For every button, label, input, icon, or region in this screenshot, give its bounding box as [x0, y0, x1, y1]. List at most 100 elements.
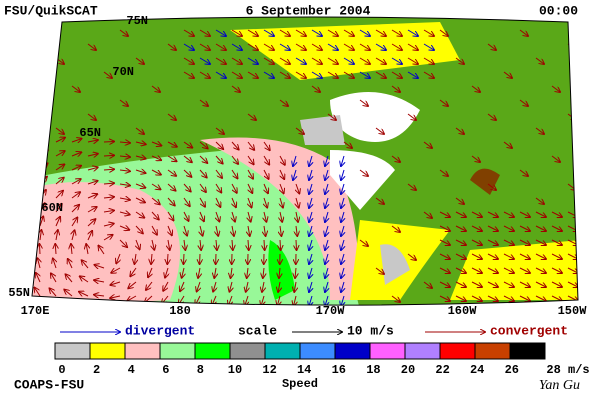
wind-vector — [247, 29, 258, 36]
wind-vector — [168, 239, 170, 250]
wind-vector — [325, 197, 328, 208]
wind-vector — [279, 155, 285, 165]
wind-vector — [183, 43, 194, 50]
wind-vector — [199, 197, 205, 207]
wind-vector — [232, 225, 234, 236]
wind-vector — [87, 194, 97, 198]
wind-vector — [56, 217, 60, 227]
wind-vector — [375, 127, 384, 134]
colorbar-label: 14 — [297, 363, 311, 377]
wind-vector — [199, 71, 210, 78]
wind-vector — [247, 113, 256, 120]
wind-vector — [183, 141, 192, 148]
wind-vector — [455, 253, 466, 259]
wind-vector — [280, 225, 281, 236]
wind-vector — [391, 57, 402, 64]
wind-vector — [503, 253, 514, 259]
wind-vector — [247, 267, 248, 278]
wind-vector — [327, 113, 336, 120]
colorbar-swatch — [89, 342, 126, 360]
wind-vector — [341, 253, 344, 264]
wind-vector — [309, 281, 312, 292]
wind-vector — [487, 239, 498, 245]
map-frame — [31, 16, 579, 306]
wind-vector — [325, 155, 328, 166]
wind-vector — [119, 156, 130, 157]
wind-vector — [246, 281, 248, 292]
wind-vector — [87, 43, 96, 50]
wind-vector — [341, 239, 344, 250]
wind-vector — [167, 183, 176, 191]
wind-vector — [247, 141, 254, 150]
wind-vector — [471, 239, 482, 245]
header-right: 00:00 — [539, 3, 578, 18]
wind-vector — [279, 29, 290, 36]
wind-vector — [167, 141, 177, 147]
wind-vector — [198, 267, 200, 278]
wind-vector — [231, 155, 238, 164]
wind-vector — [277, 295, 280, 306]
wind-vector — [103, 210, 114, 212]
wind-vector — [341, 155, 344, 166]
wind-vector — [487, 267, 498, 273]
wind-vector — [551, 239, 562, 245]
wind-vector — [247, 57, 258, 64]
wind-vector — [103, 224, 114, 226]
wind-vector — [40, 230, 41, 241]
wind-vector — [343, 141, 352, 148]
wind-vector — [180, 281, 184, 291]
wind-vector — [167, 155, 177, 161]
colorbar-swatch — [369, 342, 406, 360]
speed-area — [300, 115, 345, 145]
wind-vector — [309, 239, 312, 250]
wind-vector — [231, 85, 240, 92]
wind-vector — [503, 211, 514, 217]
colorbar-label: 2 — [93, 363, 100, 377]
wind-vector — [263, 43, 274, 50]
colorbar-swatch — [334, 342, 371, 360]
wind-vector — [136, 239, 140, 249]
colorbar-label: 0 — [58, 363, 65, 377]
wind-vector — [199, 155, 207, 163]
lon-label: 180 — [169, 304, 191, 318]
wind-vector — [215, 155, 223, 163]
colorbar-label: 18 — [366, 363, 380, 377]
wind-vector — [103, 141, 114, 142]
wind-vector — [71, 192, 80, 199]
colorbar-swatch — [159, 342, 196, 360]
footer-left: COAPS-FSU — [14, 377, 84, 392]
wind-vector — [119, 99, 128, 106]
wind-vector — [519, 29, 528, 36]
wind-vector — [343, 43, 354, 50]
wind-vector — [341, 225, 344, 236]
wind-vector — [184, 239, 185, 250]
wind-vector — [439, 239, 450, 245]
wind-vector — [199, 169, 207, 177]
wind-vector — [55, 204, 62, 213]
wind-vector — [519, 295, 530, 301]
wind-vector — [359, 71, 370, 78]
wind-vector — [248, 239, 249, 250]
wind-vector — [325, 295, 328, 306]
wind-vector — [341, 197, 344, 208]
wind-vector — [280, 169, 284, 179]
wind-vector — [183, 211, 189, 221]
lat-label: 55N — [8, 286, 30, 300]
wind-vector — [439, 281, 450, 287]
wind-vector — [231, 183, 237, 193]
colorbar-swatch — [404, 342, 441, 360]
wind-vector — [455, 267, 466, 273]
wind-vector — [56, 230, 58, 241]
wind-vector — [309, 183, 312, 194]
wind-vector — [407, 71, 418, 78]
wind-vector — [325, 211, 328, 222]
wind-vector — [343, 57, 354, 64]
legend-scale-value: 10 m/s — [347, 323, 394, 338]
wind-vector — [167, 211, 173, 220]
wind-vector — [263, 71, 274, 78]
wind-vector — [200, 225, 203, 236]
wind-vector — [71, 205, 79, 213]
colorbar-swatch — [124, 342, 161, 360]
wind-vector — [341, 211, 344, 222]
wind-vector — [200, 239, 201, 250]
